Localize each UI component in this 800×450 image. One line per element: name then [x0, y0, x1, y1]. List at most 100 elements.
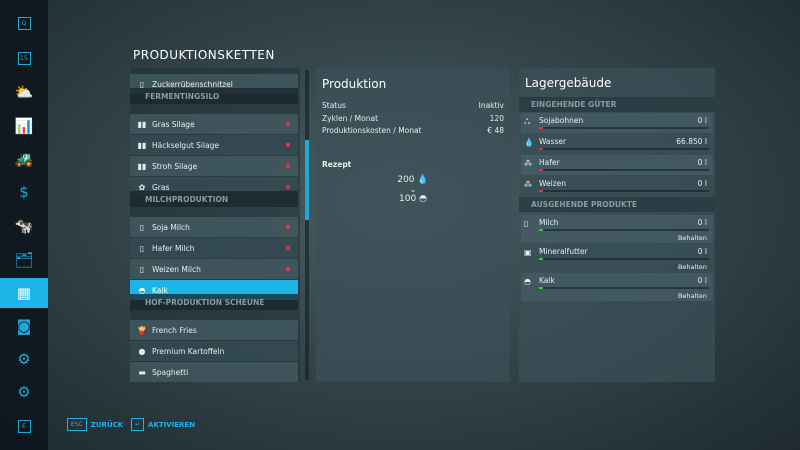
list-item-label: Weizen Milch — [152, 264, 201, 274]
list-scrollbar-thumb[interactable] — [305, 140, 309, 220]
sidebar-item-finances[interactable]: $ — [0, 177, 48, 207]
calendar-icon: 15 — [17, 51, 31, 65]
list-item-label: Spaghetti — [152, 367, 189, 377]
fill-level — [539, 190, 543, 192]
sidebar-item-e-key[interactable]: E — [0, 411, 48, 441]
back-button[interactable]: ESC ZURÜCK — [67, 418, 123, 431]
esc-key: ESC — [67, 418, 87, 431]
enter-key: ↵ — [131, 418, 145, 431]
contracts-icon: 🗂 — [14, 251, 34, 269]
list-item[interactable]: 🍟 French Fries — [130, 320, 298, 340]
weather-icon: ⛅ — [14, 83, 34, 101]
list-item[interactable]: ▮▮ Gras Silage — [130, 114, 298, 134]
sidebar-item-animals[interactable]: 🐄 — [0, 211, 48, 241]
sidebar-item-calendar[interactable]: 15 — [0, 43, 48, 73]
sidebar-item-contracts[interactable]: 🗂 — [0, 245, 48, 275]
fill-level — [539, 148, 543, 150]
stat-label: Produktionskosten / Monat — [322, 126, 422, 135]
storage-item-amount: 0 l — [697, 276, 707, 285]
fill-level-bar — [539, 148, 709, 150]
arrow-down-icon: ⌄ — [409, 184, 417, 194]
fill-level — [539, 229, 543, 231]
list-item[interactable]: ● Premium Kartoffeln — [130, 341, 298, 361]
stat-label: Zyklen / Monat — [322, 113, 379, 123]
sidebar-item-search[interactable]: Q — [0, 8, 48, 38]
fill-level-bar — [539, 169, 709, 171]
storage-panel: Lagergebäude EINGEHENDE GÜTER AUSGEHENDE… — [519, 68, 715, 382]
oat-icon: ⁂ — [524, 159, 532, 168]
list-item[interactable]: ▮▮ Stroh Silage — [130, 156, 298, 176]
storage-item-name: Kalk — [539, 276, 555, 285]
output-mode-button[interactable]: Behalten — [677, 263, 707, 271]
list-item-label: Zuckerrübenschnitzel — [152, 79, 233, 89]
silage-icon: ▮▮ — [137, 119, 147, 129]
activate-button[interactable]: ↵ AKTIVIEREN — [131, 418, 195, 431]
mineral-feed-icon: ▣ — [524, 248, 532, 257]
inactive-indicator — [286, 185, 290, 189]
sidebar-item-tutorial[interactable]: ◙ — [0, 311, 48, 341]
storage-item-name: Mineralfutter — [539, 247, 588, 256]
inactive-indicator — [286, 246, 290, 250]
list-item-label: Gras Silage — [152, 119, 195, 129]
stat-value: Inaktiv — [478, 101, 504, 110]
recipe-input: 200 💧 — [322, 175, 504, 185]
back-label: ZURÜCK — [90, 420, 124, 429]
sidebar-item-settings[interactable]: ⚙ — [0, 377, 48, 407]
storage-item: 💧 Wasser 66.850 l — [521, 134, 713, 154]
activate-label: AKTIVIEREN — [148, 420, 196, 429]
outgoing-header: AUSGEHENDE PRODUKTE — [519, 197, 715, 212]
list-item-label: Häckselgut Silage — [152, 140, 220, 150]
list-section-header: MILCHPRODUKTION — [130, 191, 298, 207]
output-mode-button[interactable]: Behalten — [677, 292, 707, 300]
sidebar-item-statistics[interactable]: 📊 — [0, 111, 48, 141]
milk-bottle-icon: ▯ — [139, 243, 145, 253]
sidebar-item-weather[interactable]: ⛅ — [0, 77, 48, 107]
finances-icon: $ — [19, 183, 29, 201]
list-scrollbar[interactable] — [305, 70, 309, 380]
silage-icon: ▮▮ — [137, 161, 147, 171]
stat-value: 120 — [489, 113, 504, 123]
page-title: PRODUKTIONSKETTEN — [133, 48, 275, 62]
stat-label: Status — [322, 101, 346, 110]
animals-icon: 🐄 — [14, 217, 34, 235]
fill-level — [539, 258, 543, 260]
statistics-icon: 📊 — [14, 117, 34, 135]
list-item[interactable]: ▯ Hafer Milch — [130, 238, 298, 258]
stat-value: € 48 — [487, 126, 504, 135]
sidebar-item-production[interactable]: ▦ — [0, 278, 48, 308]
fill-level-bar — [539, 229, 709, 231]
production-icon: ▦ — [16, 284, 32, 302]
soybean-icon: ஃ — [524, 117, 531, 126]
storage-item-amount: 0 l — [697, 247, 707, 256]
fill-level-bar — [539, 287, 709, 289]
inactive-indicator — [286, 267, 290, 271]
list-item[interactable]: ▬ Spaghetti — [130, 362, 298, 382]
water-drop-icon: 💧 — [417, 174, 429, 185]
sidebar-item-garage[interactable]: ⚙ — [0, 344, 48, 374]
list-item-label: Premium Kartoffeln — [152, 346, 225, 356]
output-mode-button[interactable]: Behalten — [677, 234, 707, 242]
inactive-indicator — [286, 122, 290, 126]
recipe-output-amount: 100 — [399, 193, 417, 204]
lime-icon: ◓ — [524, 277, 531, 286]
inactive-indicator — [286, 143, 290, 147]
list-item-label: Gras — [152, 182, 170, 192]
storage-item-amount: 0 l — [697, 158, 707, 167]
storage-item-name: Wasser — [539, 137, 567, 146]
inactive-indicator — [286, 164, 290, 168]
e-key-icon: E — [17, 419, 31, 433]
list-item[interactable]: ▮▮ Häckselgut Silage — [130, 135, 298, 155]
list-item[interactable]: ▯ Soja Milch — [130, 217, 298, 237]
storage-item-name: Milch — [539, 218, 559, 227]
fill-level — [539, 127, 543, 129]
recipe-label: Rezept — [322, 159, 352, 169]
storage-item-amount: 0 l — [697, 116, 707, 125]
garage-icon: ⚙ — [17, 350, 31, 368]
storage-item-name: Hafer — [539, 158, 560, 167]
storage-item-amount: 0 l — [697, 218, 707, 227]
milk-bottle-icon: ▯ — [524, 219, 529, 228]
production-stat-row: Zyklen / Monat 120 — [322, 114, 504, 127]
storage-item-amount: 0 l — [697, 179, 707, 188]
sidebar-item-tractor[interactable]: 🚜 — [0, 144, 48, 174]
list-item[interactable]: ▯ Weizen Milch — [130, 259, 298, 279]
